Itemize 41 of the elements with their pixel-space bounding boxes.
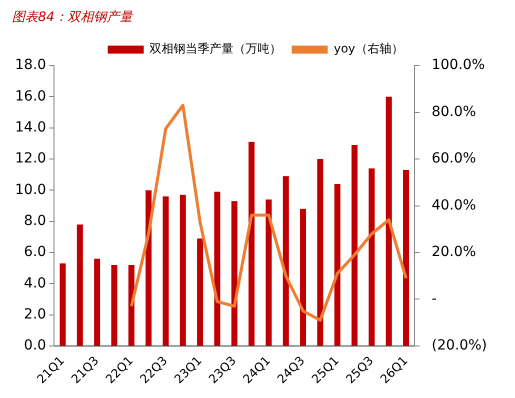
y-tick-label: 12.0 xyxy=(15,150,46,167)
y-tick-label: 0.0 xyxy=(24,338,46,354)
bar xyxy=(386,96,392,346)
y2-tick-label: 60.0% xyxy=(432,150,476,167)
bar xyxy=(162,196,169,346)
y2-tick-label: - xyxy=(432,290,437,307)
bar xyxy=(368,168,375,346)
y-tick-label: 16.0 xyxy=(15,88,46,104)
bar xyxy=(248,142,255,346)
bar xyxy=(94,258,100,346)
legend-label: 双相钢当季产量（万吨） xyxy=(150,42,282,56)
y-tick-label: 14.0 xyxy=(15,120,46,136)
y-tick-label: 18.0 xyxy=(15,57,46,74)
bar xyxy=(352,145,358,346)
bar xyxy=(214,192,220,346)
bar xyxy=(76,224,83,346)
bar xyxy=(60,263,66,346)
bar xyxy=(334,184,340,346)
y2-tick-label: 20.0% xyxy=(432,244,476,260)
y-tick-label: 6.0 xyxy=(24,244,46,260)
bar xyxy=(146,190,152,346)
y-tick-label: 8.0 xyxy=(24,212,46,229)
y2-tick-label: (20.0%) xyxy=(432,338,488,354)
bar xyxy=(180,194,186,346)
legend-label: yoy（右轴） xyxy=(334,42,404,56)
y2-tick-label: 80.0% xyxy=(432,104,476,120)
bar xyxy=(231,201,238,346)
y-tick-label: 2.0 xyxy=(24,306,46,322)
bar xyxy=(282,176,289,346)
bar xyxy=(300,208,306,346)
bar xyxy=(403,170,410,346)
bar xyxy=(197,238,204,346)
y2-tick-label: 40.0% xyxy=(432,197,476,214)
bar xyxy=(266,200,272,346)
y-tick-label: 10.0 xyxy=(15,182,46,198)
y-tick-label: 4.0 xyxy=(24,275,46,292)
bar xyxy=(128,264,134,346)
bar xyxy=(317,159,324,346)
bar xyxy=(111,264,118,346)
chart-title: 图表84：双相钢产量 xyxy=(12,10,135,26)
y2-tick-label: 100.0% xyxy=(432,57,485,74)
